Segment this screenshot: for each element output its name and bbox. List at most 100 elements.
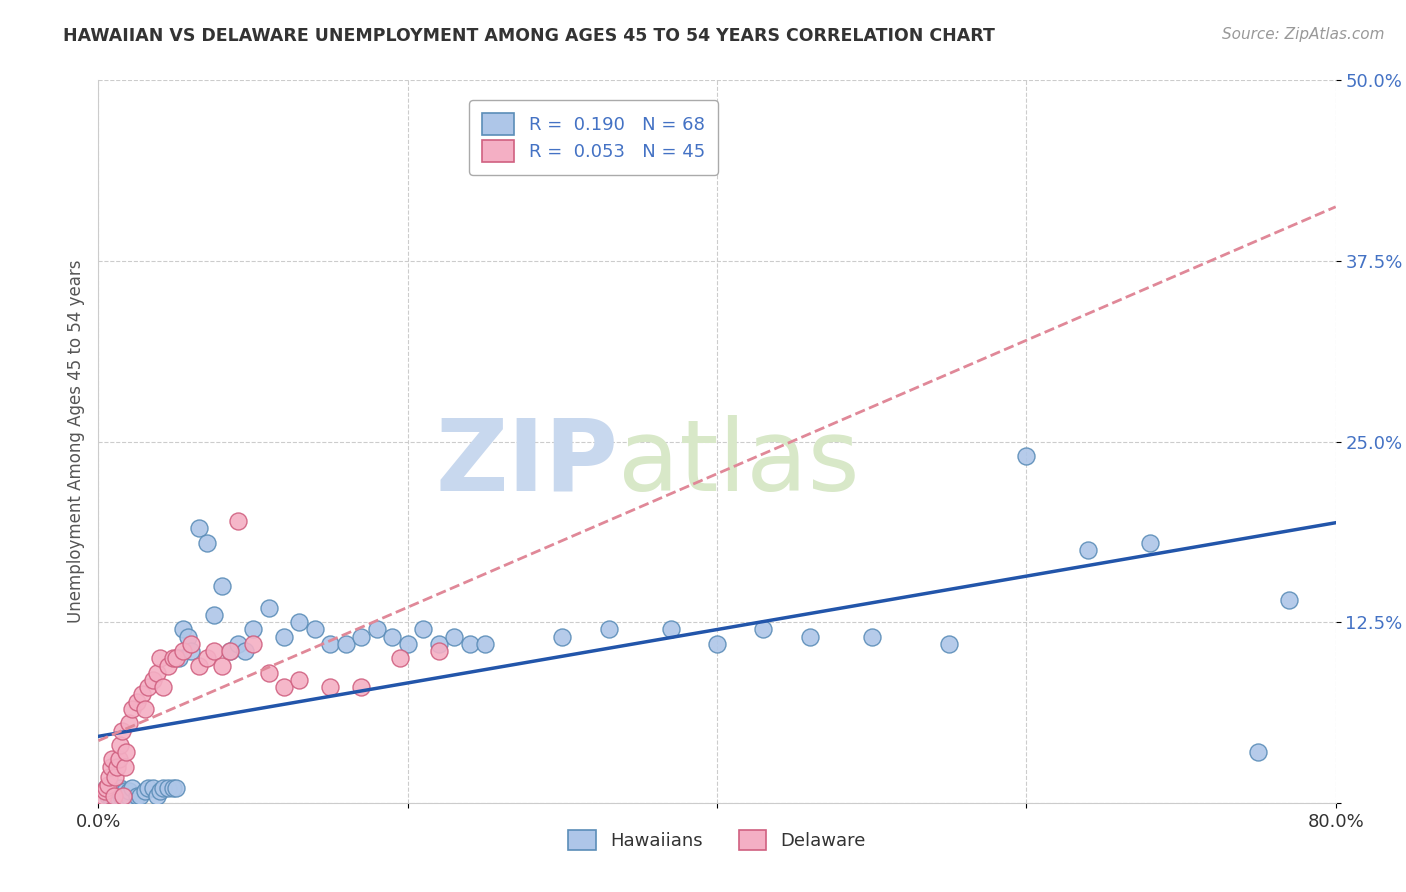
Point: [103, 789, 125, 803]
Point: [152, 680, 174, 694]
Point: [474, 637, 496, 651]
Point: [105, 789, 128, 803]
Point: [381, 630, 404, 644]
Point: [180, 637, 202, 651]
Point: [114, 784, 136, 798]
Point: [111, 791, 132, 805]
Point: [167, 651, 190, 665]
Point: [226, 514, 249, 528]
Point: [1077, 542, 1099, 557]
Point: [127, 789, 149, 803]
Point: [118, 784, 141, 798]
Point: [177, 630, 200, 644]
Point: [938, 637, 960, 651]
Point: [659, 623, 682, 637]
Point: [91, 789, 114, 803]
Point: [96, 781, 118, 796]
Point: [458, 637, 481, 651]
Point: [146, 665, 169, 680]
Text: Source: ZipAtlas.com: Source: ZipAtlas.com: [1222, 27, 1385, 42]
Point: [112, 789, 135, 803]
Point: [388, 651, 412, 665]
Point: [204, 607, 226, 622]
Point: [799, 630, 821, 644]
Point: [350, 680, 373, 694]
Text: ZIP: ZIP: [436, 415, 619, 512]
Point: [1278, 593, 1301, 607]
Point: [172, 623, 194, 637]
Point: [114, 760, 136, 774]
Point: [396, 637, 419, 651]
Point: [273, 630, 295, 644]
Point: [1247, 745, 1270, 759]
Point: [103, 789, 125, 803]
Point: [188, 658, 211, 673]
Point: [242, 637, 264, 651]
Point: [1015, 449, 1038, 463]
Point: [115, 791, 138, 805]
Point: [551, 630, 574, 644]
Point: [121, 702, 143, 716]
Point: [152, 781, 174, 796]
Point: [96, 781, 118, 796]
Point: [195, 535, 218, 549]
Point: [752, 623, 775, 637]
Point: [107, 784, 129, 798]
Point: [427, 644, 450, 658]
Text: HAWAIIAN VS DELAWARE UNEMPLOYMENT AMONG AGES 45 TO 54 YEARS CORRELATION CHART: HAWAIIAN VS DELAWARE UNEMPLOYMENT AMONG …: [63, 27, 995, 45]
Point: [136, 680, 159, 694]
Point: [134, 702, 156, 716]
Point: [226, 637, 249, 651]
Point: [105, 760, 128, 774]
Point: [97, 789, 120, 803]
Point: [335, 637, 357, 651]
Point: [860, 630, 883, 644]
Point: [211, 579, 233, 593]
Point: [141, 673, 165, 687]
Point: [115, 745, 138, 759]
Point: [443, 630, 465, 644]
Text: atlas: atlas: [619, 415, 859, 512]
Point: [107, 752, 129, 766]
Point: [141, 781, 165, 796]
Point: [165, 781, 187, 796]
Point: [101, 752, 124, 766]
Point: [598, 623, 620, 637]
Point: [427, 637, 450, 651]
Point: [165, 651, 187, 665]
Point: [146, 789, 169, 803]
Point: [127, 695, 149, 709]
Legend: R =  0.190   N = 68, R =  0.053   N = 45: R = 0.190 N = 68, R = 0.053 N = 45: [470, 100, 717, 175]
Point: [257, 600, 280, 615]
Point: [129, 789, 152, 803]
Point: [350, 630, 373, 644]
Point: [242, 623, 264, 637]
Point: [100, 791, 122, 805]
Point: [97, 779, 120, 793]
Point: [111, 723, 132, 738]
Point: [98, 784, 121, 798]
Point: [304, 623, 326, 637]
Point: [1139, 535, 1161, 549]
Point: [112, 789, 135, 803]
Point: [98, 770, 121, 784]
Point: [117, 789, 139, 803]
Point: [188, 521, 211, 535]
Point: [288, 615, 311, 630]
Point: [233, 644, 257, 658]
Point: [136, 781, 159, 796]
Point: [108, 781, 131, 796]
Point: [118, 716, 141, 731]
Point: [108, 738, 131, 752]
Point: [101, 789, 124, 803]
Point: [180, 644, 202, 658]
Point: [162, 651, 184, 665]
Y-axis label: Unemployment Among Ages 45 to 54 years: Unemployment Among Ages 45 to 54 years: [66, 260, 84, 624]
Point: [366, 623, 388, 637]
Point: [195, 651, 218, 665]
Point: [157, 781, 180, 796]
Point: [104, 791, 127, 805]
Point: [219, 644, 242, 658]
Point: [211, 658, 233, 673]
Point: [157, 658, 180, 673]
